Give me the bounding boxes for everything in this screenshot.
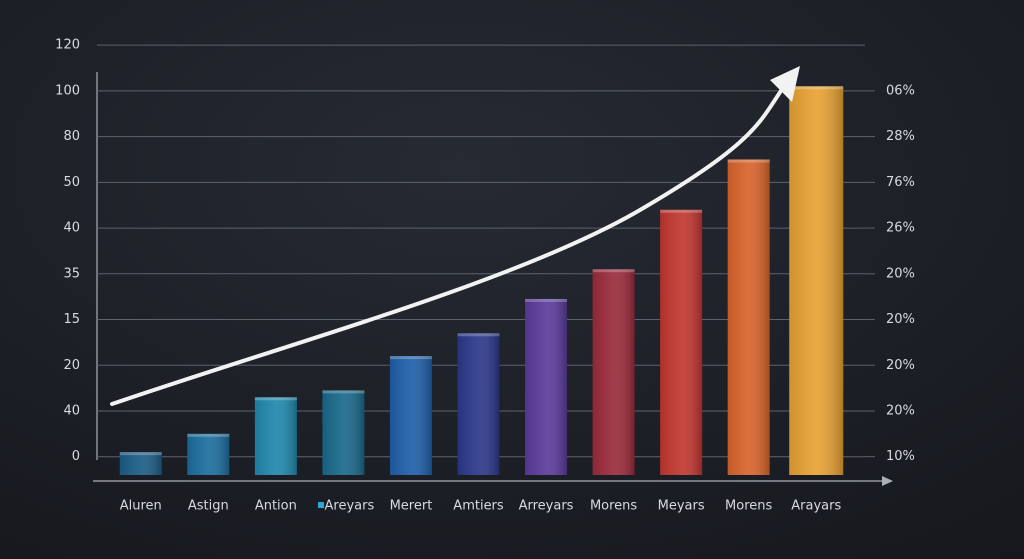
y-tick-label: 0: [72, 449, 80, 464]
bar-cap: [119, 452, 162, 456]
y-tick-label: 100: [55, 83, 80, 98]
x-tick-label: Arayars: [791, 499, 841, 514]
y2-tick-label: 20%: [886, 358, 915, 373]
bar-shade: [660, 209, 703, 476]
bar-cap: [322, 390, 365, 394]
x-tick-label: Meyars: [658, 499, 705, 514]
bar-cap: [789, 86, 844, 90]
y-tick-label: 80: [63, 129, 80, 144]
y2-tick-label: 10%: [886, 449, 915, 464]
x-tick-label: Morens: [725, 499, 772, 514]
bar-shade: [389, 356, 432, 475]
bar-shade: [187, 433, 230, 475]
legend-icon: [318, 502, 324, 508]
trend-arrow-head: [770, 66, 800, 102]
x-tick-label: Morens: [590, 499, 637, 514]
bar-cap: [254, 397, 297, 401]
x-tick-label: Antion: [255, 499, 297, 514]
y-tick-label: 40: [63, 403, 80, 418]
x-tick-label: Areyars: [325, 499, 375, 514]
x-axis-arrow: [882, 476, 893, 486]
bar-cap: [457, 333, 500, 337]
bar-shade: [727, 159, 770, 475]
bar-cap: [389, 356, 432, 360]
bar-shade: [592, 269, 635, 475]
bar-cap: [592, 269, 635, 273]
y-tick-label: 50: [63, 175, 80, 190]
bar-shade: [322, 390, 365, 475]
y2-tick-label: 20%: [886, 403, 915, 418]
bar-cap: [727, 159, 770, 163]
bar-shade: [789, 86, 844, 475]
bar-shade: [119, 452, 162, 475]
y-tick-label: 15: [63, 312, 80, 327]
x-tick-label: Aluren: [120, 499, 162, 514]
y-tick-label: 20: [63, 358, 80, 373]
y2-tick-label: 20%: [886, 312, 915, 327]
x-tick-label: Amtiers: [453, 499, 504, 514]
y-tick-label: 40: [63, 221, 80, 236]
y2-tick-label: 26%: [886, 221, 915, 236]
x-tick-label: Arreyars: [519, 499, 574, 514]
bar-shade: [525, 298, 568, 475]
bar-cap: [660, 209, 703, 213]
y2-tick-label: 76%: [886, 175, 915, 190]
y2-tick-label: 20%: [886, 266, 915, 281]
y-tick-label: 120: [55, 38, 80, 53]
bar-cap: [525, 298, 568, 302]
bar-cap: [187, 433, 230, 437]
x-tick-label: Merert: [390, 499, 433, 514]
bar-shade: [254, 397, 297, 475]
x-tick-label: Astign: [188, 499, 229, 514]
trend-arrow: [110, 83, 787, 406]
y-tick-label: 35: [63, 266, 80, 281]
bar-shade: [457, 333, 500, 475]
y2-tick-label: 28%: [886, 129, 915, 144]
y2-tick-label: 06%: [886, 83, 915, 98]
